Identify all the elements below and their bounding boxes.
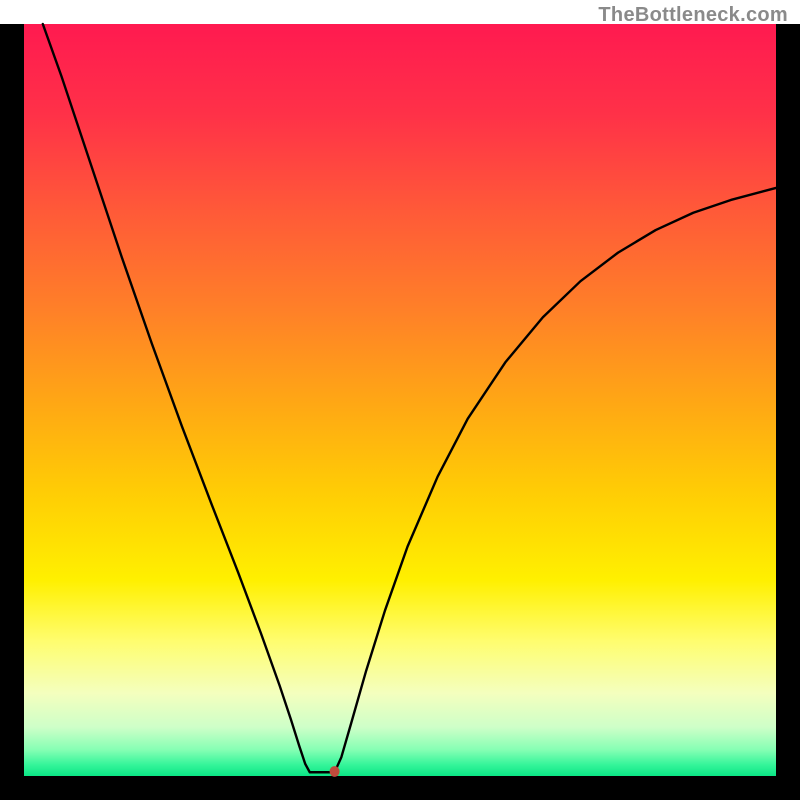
optimal-point-marker — [330, 766, 340, 777]
chart-svg — [0, 0, 800, 800]
watermark-text: TheBottleneck.com — [598, 4, 788, 27]
bottleneck-chart: TheBottleneck.com — [0, 0, 800, 800]
